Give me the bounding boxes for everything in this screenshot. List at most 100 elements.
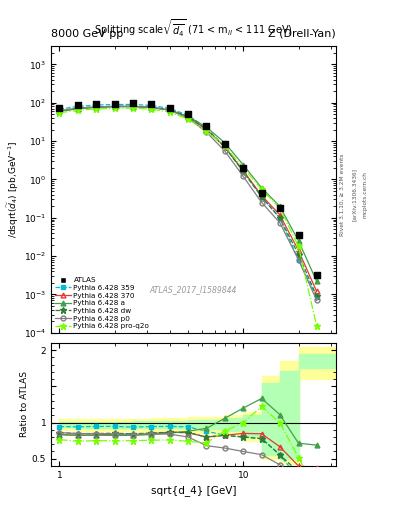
ATLAS bbox=[56, 104, 62, 112]
Pythia 6.428 p0 bbox=[94, 104, 98, 110]
Pythia 6.428 pro-q2o bbox=[94, 106, 98, 112]
Pythia 6.428 dw bbox=[296, 251, 301, 258]
Pythia 6.428 pro-q2o bbox=[204, 128, 209, 134]
Pythia 6.428 a bbox=[259, 185, 264, 191]
Y-axis label: Ratio to ATLAS: Ratio to ATLAS bbox=[20, 372, 29, 437]
Pythia 6.428 a bbox=[186, 113, 191, 119]
Pythia 6.428 dw bbox=[75, 105, 80, 111]
Pythia 6.428 p0 bbox=[130, 103, 135, 110]
Text: [arXiv:1306.3436]: [arXiv:1306.3436] bbox=[352, 168, 357, 221]
Pythia 6.428 359 bbox=[222, 144, 227, 150]
Line: Pythia 6.428 370: Pythia 6.428 370 bbox=[57, 104, 319, 294]
Legend: ATLAS, Pythia 6.428 359, Pythia 6.428 370, Pythia 6.428 a, Pythia 6.428 dw, Pyth: ATLAS, Pythia 6.428 359, Pythia 6.428 37… bbox=[53, 276, 151, 331]
Pythia 6.428 370 bbox=[186, 114, 191, 120]
Pythia 6.428 359 bbox=[112, 101, 117, 108]
Pythia 6.428 a bbox=[94, 104, 98, 111]
Pythia 6.428 a bbox=[222, 140, 227, 146]
ATLAS bbox=[314, 271, 320, 279]
Pythia 6.428 dw bbox=[259, 194, 264, 200]
Pythia 6.428 dw bbox=[167, 107, 172, 113]
Pythia 6.428 359 bbox=[94, 102, 98, 108]
Text: Splitting scale$\sqrt{\overline{d_4}}$ (71 < m$_{ll}$ < 111 GeV): Splitting scale$\sqrt{\overline{d_4}}$ (… bbox=[94, 18, 293, 39]
Pythia 6.428 dw bbox=[130, 103, 135, 109]
Pythia 6.428 p0 bbox=[112, 103, 117, 110]
Pythia 6.428 pro-q2o bbox=[259, 186, 264, 193]
Pythia 6.428 pro-q2o bbox=[57, 110, 62, 116]
Pythia 6.428 pro-q2o bbox=[241, 165, 246, 171]
Pythia 6.428 p0 bbox=[149, 104, 154, 111]
Pythia 6.428 359 bbox=[296, 257, 301, 263]
Pythia 6.428 370 bbox=[241, 167, 246, 174]
Pythia 6.428 p0 bbox=[57, 108, 62, 114]
Pythia 6.428 359 bbox=[167, 105, 172, 112]
Pythia 6.428 a bbox=[314, 278, 319, 284]
ATLAS bbox=[130, 99, 136, 108]
Y-axis label: d$\sigma$
/dsqrt($\widetilde{d}_{4}$) [pb,GeV$^{-1}$]: d$\sigma$ /dsqrt($\widetilde{d}_{4}$) [p… bbox=[0, 141, 21, 238]
Pythia 6.428 p0 bbox=[277, 220, 282, 226]
Pythia 6.428 dw bbox=[186, 114, 191, 120]
Pythia 6.428 dw bbox=[149, 104, 154, 110]
Pythia 6.428 dw bbox=[241, 168, 246, 175]
ATLAS bbox=[222, 140, 228, 148]
Pythia 6.428 370 bbox=[130, 103, 135, 110]
Line: Pythia 6.428 pro-q2o: Pythia 6.428 pro-q2o bbox=[56, 105, 320, 329]
Pythia 6.428 pro-q2o bbox=[149, 106, 154, 112]
Pythia 6.428 a bbox=[149, 104, 154, 111]
Pythia 6.428 dw bbox=[112, 103, 117, 109]
Pythia 6.428 370 bbox=[314, 288, 319, 294]
Pythia 6.428 370 bbox=[94, 104, 98, 111]
Pythia 6.428 359 bbox=[130, 101, 135, 108]
ATLAS bbox=[112, 99, 118, 108]
Pythia 6.428 a bbox=[130, 103, 135, 110]
Pythia 6.428 a bbox=[277, 203, 282, 209]
Pythia 6.428 p0 bbox=[75, 105, 80, 111]
Text: ATLAS_2017_I1589844: ATLAS_2017_I1589844 bbox=[150, 285, 237, 294]
Pythia 6.428 p0 bbox=[222, 148, 227, 154]
Pythia 6.428 359 bbox=[241, 168, 246, 175]
Pythia 6.428 359 bbox=[314, 294, 319, 300]
Text: 8000 GeV pp: 8000 GeV pp bbox=[51, 29, 123, 39]
Pythia 6.428 pro-q2o bbox=[314, 323, 319, 329]
Line: Pythia 6.428 p0: Pythia 6.428 p0 bbox=[57, 104, 319, 303]
Pythia 6.428 p0 bbox=[186, 115, 191, 121]
Pythia 6.428 pro-q2o bbox=[222, 143, 227, 149]
Line: Pythia 6.428 359: Pythia 6.428 359 bbox=[57, 102, 319, 300]
Pythia 6.428 370 bbox=[277, 211, 282, 218]
Pythia 6.428 a bbox=[75, 105, 80, 112]
Pythia 6.428 370 bbox=[259, 193, 264, 199]
Pythia 6.428 p0 bbox=[241, 173, 246, 179]
Pythia 6.428 359 bbox=[259, 194, 264, 200]
Pythia 6.428 359 bbox=[149, 102, 154, 109]
ATLAS bbox=[240, 164, 246, 172]
Pythia 6.428 370 bbox=[149, 104, 154, 111]
ATLAS bbox=[185, 110, 191, 118]
ATLAS bbox=[203, 122, 209, 130]
Pythia 6.428 pro-q2o bbox=[186, 116, 191, 122]
Pythia 6.428 dw bbox=[314, 293, 319, 300]
Pythia 6.428 pro-q2o bbox=[277, 205, 282, 211]
Pythia 6.428 359 bbox=[75, 103, 80, 110]
Pythia 6.428 370 bbox=[296, 247, 301, 253]
Pythia 6.428 dw bbox=[94, 104, 98, 110]
Pythia 6.428 370 bbox=[112, 103, 117, 110]
Pythia 6.428 pro-q2o bbox=[112, 105, 117, 112]
Pythia 6.428 a bbox=[167, 107, 172, 113]
Pythia 6.428 p0 bbox=[314, 297, 319, 304]
Pythia 6.428 dw bbox=[277, 215, 282, 221]
Pythia 6.428 pro-q2o bbox=[75, 108, 80, 114]
ATLAS bbox=[148, 100, 154, 109]
Line: Pythia 6.428 dw: Pythia 6.428 dw bbox=[56, 103, 320, 300]
Text: mcplots.cern.ch: mcplots.cern.ch bbox=[362, 171, 367, 218]
Pythia 6.428 p0 bbox=[259, 200, 264, 206]
Pythia 6.428 a bbox=[112, 104, 117, 110]
Pythia 6.428 359 bbox=[186, 112, 191, 118]
ATLAS bbox=[93, 100, 99, 108]
Pythia 6.428 a bbox=[241, 162, 246, 168]
Pythia 6.428 dw bbox=[222, 144, 227, 150]
Pythia 6.428 370 bbox=[167, 107, 172, 113]
Pythia 6.428 pro-q2o bbox=[167, 109, 172, 115]
Pythia 6.428 dw bbox=[57, 108, 62, 114]
Pythia 6.428 dw bbox=[204, 126, 209, 133]
Pythia 6.428 a bbox=[296, 238, 301, 244]
ATLAS bbox=[75, 101, 81, 110]
